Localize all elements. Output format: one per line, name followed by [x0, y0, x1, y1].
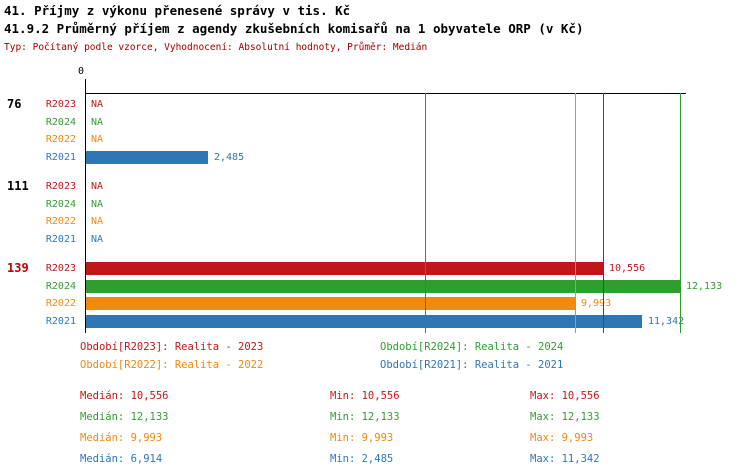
stat-row: Medián: 9,993 Min: 9,993 Max: 9,993: [80, 431, 600, 452]
stat-min: Min: 12,133: [330, 411, 400, 423]
stat-median: Medián: 12,133: [80, 411, 169, 423]
bar-row: R2021 11,342: [46, 313, 686, 330]
stat-max: Max: 11,342: [530, 453, 600, 465]
bar-row: R2022 NA: [46, 213, 686, 230]
axis-zero-label: 0: [78, 66, 85, 77]
bar-row: R2023 10,556: [46, 260, 686, 277]
bar-r2021: [86, 314, 642, 328]
stat-min: Min: 9,993: [330, 432, 394, 444]
bar-row: R2022 NA: [46, 131, 686, 148]
bar-row: R2021 2,485: [46, 149, 686, 166]
series-label: R2024: [45, 198, 76, 210]
chart-title-line2: 41.9.2 Průměrný příjem z agendy zkušební…: [4, 21, 584, 36]
bar-value-label: 9,993: [581, 298, 612, 309]
axis-zero-tick: [85, 79, 86, 93]
chart-subtitle: Typ: Počítaný podle vzorce, Vyhodnocení:…: [4, 42, 428, 53]
na-label: NA: [91, 134, 104, 145]
median-line-r2023: [603, 93, 604, 333]
group-label: 111: [7, 179, 29, 193]
bar-value-label: 2,485: [214, 151, 245, 163]
na-label: NA: [91, 99, 104, 110]
series-label: R2022: [45, 134, 76, 145]
legend-item: Období[R2022]: Realita - 2022: [80, 359, 264, 371]
stats-table: Medián: 10,556 Min: 10,556 Max: 10,556 Medi…: [80, 389, 600, 473]
y-axis-line: [85, 93, 86, 333]
bar-row: R2024 NA: [46, 196, 686, 213]
series-label: R2021: [45, 233, 76, 245]
bar-value-label: 11,342: [648, 315, 685, 327]
stat-row: Medián: 12,133 Min: 12,133 Max: 12,133: [80, 410, 600, 431]
stat-max: Max: 10,556: [530, 390, 600, 402]
bar-r2023: [86, 262, 603, 275]
series-label: R2023: [45, 99, 76, 110]
legend: Období[R2023]: Realita - 2023 Období[R202…: [80, 341, 563, 377]
legend-item: Období[R2021]: Realita - 2021: [380, 359, 564, 371]
na-label: NA: [91, 216, 104, 227]
stat-max: Max: 12,133: [530, 411, 600, 423]
legend-item: Období[R2023]: Realita - 2023: [80, 341, 264, 353]
plot-area: 76 R2023 NA R2024 NA R2022 NA R2021 2,485 111 R202…: [7, 93, 722, 333]
na-label: NA: [91, 198, 104, 210]
na-label: NA: [91, 233, 104, 245]
stat-median: Medián: 10,556: [80, 390, 169, 402]
series-label: R2022: [45, 298, 76, 309]
bar-row: R2021 NA: [46, 231, 686, 248]
series-label: R2023: [45, 181, 76, 192]
bar-row: R2023 NA: [46, 178, 686, 195]
na-label: NA: [91, 181, 104, 192]
stat-max: Max: 9,993: [530, 432, 594, 444]
series-label: R2021: [45, 151, 76, 163]
stat-row: Medián: 10,556 Min: 10,556 Max: 10,556: [80, 389, 600, 410]
chart-title-line1: 41. Příjmy z výkonu přenesené správy v t…: [4, 3, 351, 18]
group-label: 76: [7, 97, 22, 111]
na-label: NA: [91, 116, 104, 128]
bar-r2024: [86, 279, 680, 293]
series-label: R2022: [45, 216, 76, 227]
stat-min: Min: 10,556: [330, 390, 400, 402]
median-line-r2021: [425, 93, 426, 333]
legend-item: Období[R2024]: Realita - 2024: [380, 341, 564, 353]
bar-value-label: 10,556: [609, 263, 646, 274]
series-label: R2021: [45, 315, 76, 327]
stat-median: Medián: 9,993: [80, 432, 163, 444]
series-label: R2023: [45, 263, 76, 274]
bar-row: R2024 NA: [46, 114, 686, 131]
stat-min: Min: 2,485: [330, 453, 394, 465]
median-line-r2022: [575, 93, 576, 333]
bar-row: R2024 12,133: [46, 278, 722, 295]
series-label: R2024: [45, 116, 76, 128]
group-label: 139: [7, 261, 29, 275]
median-line-r2024: [680, 93, 681, 333]
bar-value-label: 12,133: [686, 280, 723, 292]
series-label: R2024: [45, 280, 76, 292]
x-axis-line: [85, 93, 686, 94]
bar-r2022: [86, 297, 575, 310]
bar-r2021: [86, 150, 208, 164]
bar-row: R2022 9,993: [46, 295, 686, 312]
stat-median: Medián: 6,914: [80, 453, 163, 465]
stat-row: Medián: 6,914 Min: 2,485 Max: 11,342: [80, 452, 600, 473]
bar-row: R2023 NA: [46, 96, 686, 113]
